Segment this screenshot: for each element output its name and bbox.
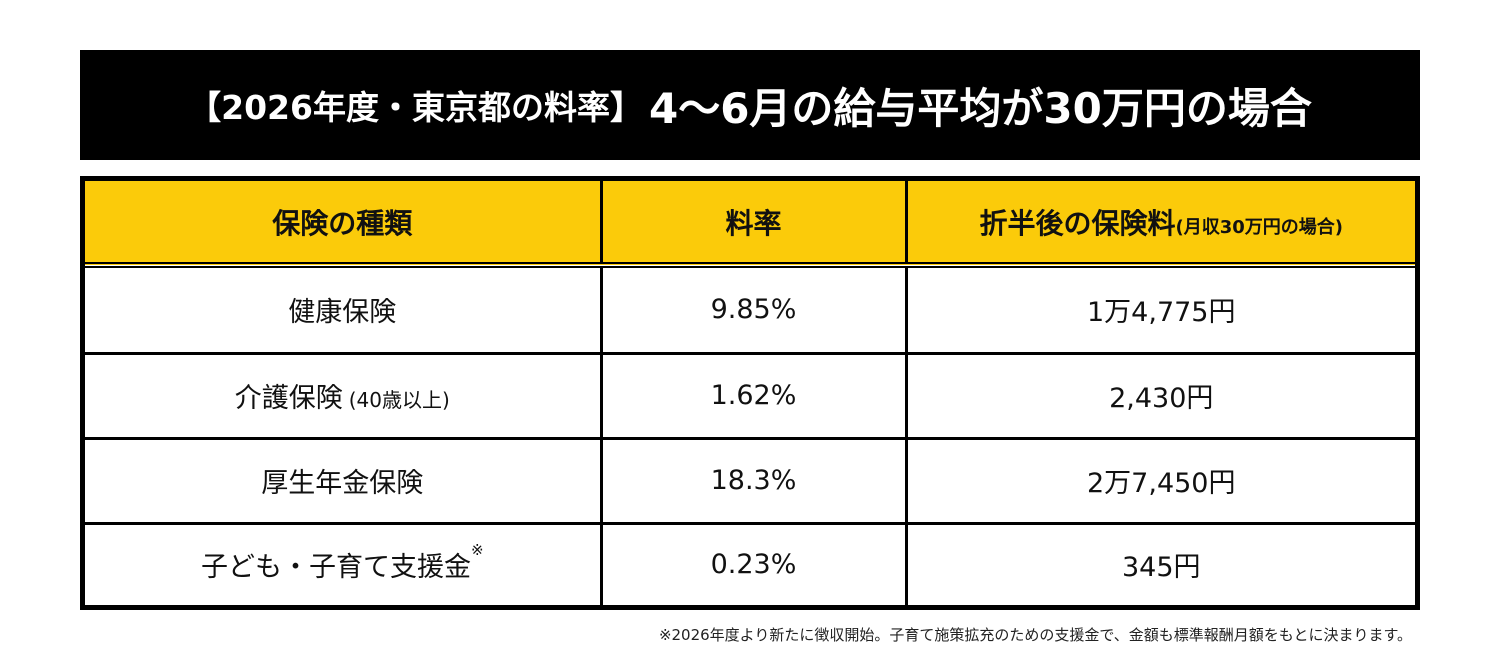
footnote-mark: ※ <box>470 541 484 560</box>
insurance-table: 保険の種類 料率 折半後の保険料(月収30万円の場合) 健康保険 9.85% 1… <box>80 176 1420 610</box>
cell-rate: 0.23% <box>599 521 908 605</box>
title-prefix: 【2026年度・東京都の料率】 <box>188 88 643 127</box>
header-half-premium-label: 折半後の保険料 <box>979 206 1176 240</box>
cell-insurance-type: 介護保険 (40歳以上) <box>85 351 603 440</box>
cell-amount: 2万7,450円 <box>904 436 1415 525</box>
cell-rate: 18.3% <box>599 436 908 525</box>
cell-insurance-type: 健康保険 <box>85 263 603 355</box>
insurance-type-label: 子ども・子育て支援金 <box>200 552 471 584</box>
header-insurance-type: 保険の種類 <box>85 181 603 268</box>
header-half-premium-note: (月収30万円の場合) <box>1175 216 1344 238</box>
cell-insurance-type: 厚生年金保険 <box>85 436 603 525</box>
page-title: 【2026年度・東京都の料率】 4〜6月の給与平均が30万円の場合 <box>80 50 1420 160</box>
title-main: 4〜6月の給与平均が30万円の場合 <box>648 83 1312 133</box>
table-header-row: 保険の種類 料率 折半後の保険料(月収30万円の場合) <box>85 181 1415 268</box>
table-row: 健康保険 9.85% 1万4,775円 <box>85 263 1415 355</box>
header-rate: 料率 <box>599 181 908 268</box>
table-row: 介護保険 (40歳以上) 1.62% 2,430円 <box>85 351 1415 440</box>
header-half-premium: 折半後の保険料(月収30万円の場合) <box>904 181 1415 268</box>
table-row: 子ども・子育て支援金※ 0.23% 345円 <box>85 521 1415 605</box>
cell-rate: 9.85% <box>599 263 908 355</box>
cell-amount: 2,430円 <box>904 351 1415 440</box>
insurance-type-label: 健康保険 <box>288 297 397 329</box>
insurance-type-label: 厚生年金保険 <box>261 468 424 500</box>
cell-amount: 1万4,775円 <box>904 263 1415 355</box>
table-row: 厚生年金保険 18.3% 2万7,450円 <box>85 436 1415 525</box>
cell-insurance-type: 子ども・子育て支援金※ <box>85 521 603 605</box>
insurance-type-note: (40歳以上) <box>348 388 450 413</box>
insurance-type-label: 介護保険 <box>234 383 343 415</box>
cell-rate: 1.62% <box>599 351 908 440</box>
footnote: ※2026年度より新たに徴収開始。子育て施策拡充のための支援金で、金額も標準報酬… <box>658 626 1412 644</box>
cell-amount: 345円 <box>904 521 1415 605</box>
